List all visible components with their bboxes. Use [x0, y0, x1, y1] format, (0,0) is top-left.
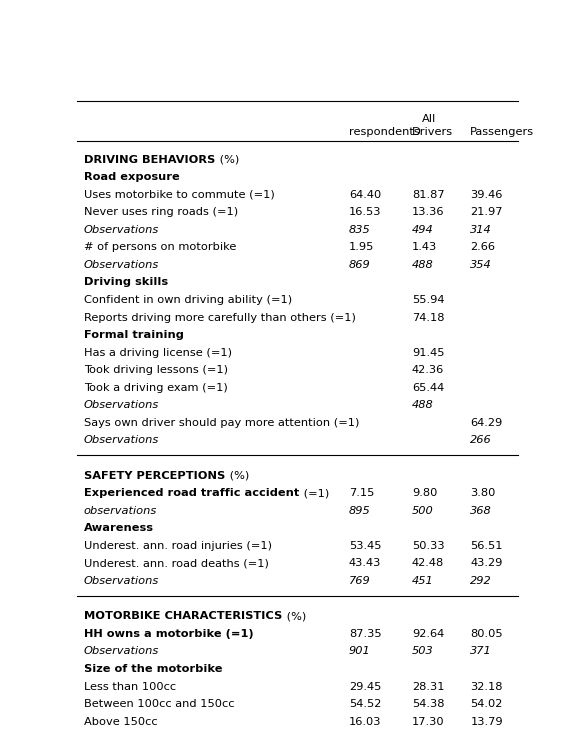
Text: 74.18: 74.18 [412, 313, 444, 322]
Text: 32.18: 32.18 [470, 682, 503, 691]
Text: 64.29: 64.29 [470, 418, 502, 428]
Text: 488: 488 [412, 400, 434, 410]
Text: Observations: Observations [84, 576, 159, 586]
Text: 39.46: 39.46 [470, 190, 503, 200]
Text: Took driving lessons (=1): Took driving lessons (=1) [84, 365, 228, 375]
Text: (%): (%) [284, 611, 307, 622]
Text: 895: 895 [349, 506, 371, 516]
Text: Confident in own driving ability (=1): Confident in own driving ability (=1) [84, 295, 292, 305]
Text: HH owns a motorbike (=1): HH owns a motorbike (=1) [84, 629, 253, 639]
Text: 488: 488 [412, 260, 434, 270]
Text: Observations: Observations [84, 260, 159, 270]
Text: 42.36: 42.36 [412, 365, 444, 375]
Text: Formal training: Formal training [84, 330, 184, 340]
Text: 1.43: 1.43 [412, 242, 437, 252]
Text: Says own driver should pay more attention (=1): Says own driver should pay more attentio… [84, 418, 359, 428]
Text: All: All [422, 114, 436, 123]
Text: 835: 835 [349, 225, 371, 235]
Text: 54.52: 54.52 [349, 699, 381, 709]
Text: 16.03: 16.03 [349, 716, 382, 727]
Text: 21.97: 21.97 [470, 208, 503, 217]
Text: Underest. ann. road injuries (=1): Underest. ann. road injuries (=1) [84, 541, 272, 550]
Text: Observations: Observations [84, 647, 159, 656]
Text: 91.45: 91.45 [412, 348, 444, 357]
Text: 43.29: 43.29 [470, 559, 503, 568]
Text: Underest. ann. road deaths (=1): Underest. ann. road deaths (=1) [84, 559, 269, 568]
Text: Above 150cc: Above 150cc [84, 716, 157, 727]
Text: 87.35: 87.35 [349, 629, 382, 639]
Text: 56.51: 56.51 [470, 541, 503, 550]
Text: MOTORBIKE CHARACTERISTICS: MOTORBIKE CHARACTERISTICS [84, 611, 282, 622]
Text: 42.48: 42.48 [412, 559, 444, 568]
Text: 371: 371 [470, 647, 492, 656]
Text: 901: 901 [349, 647, 371, 656]
Text: 2.66: 2.66 [470, 242, 495, 252]
Text: # of persons on motorbike: # of persons on motorbike [84, 242, 236, 252]
Text: Took a driving exam (=1): Took a driving exam (=1) [84, 382, 227, 393]
Text: Has a driving license (=1): Has a driving license (=1) [84, 348, 232, 357]
Text: Passengers: Passengers [470, 127, 534, 137]
Text: 500: 500 [412, 506, 434, 516]
Text: 64.40: 64.40 [349, 190, 381, 200]
Text: 13.79: 13.79 [470, 716, 503, 727]
Text: Never uses ring roads (=1): Never uses ring roads (=1) [84, 208, 238, 217]
Text: 13.36: 13.36 [412, 208, 444, 217]
Text: Reports driving more carefully than others (=1): Reports driving more carefully than othe… [84, 313, 356, 322]
Text: (%): (%) [226, 470, 249, 481]
Text: 53.45: 53.45 [349, 541, 382, 550]
Text: 3.80: 3.80 [470, 488, 496, 498]
Text: (=1): (=1) [300, 488, 329, 498]
Text: 769: 769 [349, 576, 371, 586]
Text: 80.05: 80.05 [470, 629, 503, 639]
Text: SAFETY PERCEPTIONS: SAFETY PERCEPTIONS [84, 470, 225, 481]
Text: Road exposure: Road exposure [84, 172, 179, 182]
Text: Observations: Observations [84, 435, 159, 445]
Text: 28.31: 28.31 [412, 682, 444, 691]
Text: 503: 503 [412, 647, 434, 656]
Text: Awareness: Awareness [84, 523, 154, 534]
Text: 869: 869 [349, 260, 371, 270]
Text: 81.87: 81.87 [412, 190, 444, 200]
Text: 7.15: 7.15 [349, 488, 374, 498]
Text: 9.80: 9.80 [412, 488, 437, 498]
Text: Drivers: Drivers [412, 127, 453, 137]
Text: 266: 266 [470, 435, 492, 445]
Text: 17.30: 17.30 [412, 716, 444, 727]
Text: 494: 494 [412, 225, 434, 235]
Text: 1.95: 1.95 [349, 242, 374, 252]
Text: 55.94: 55.94 [412, 295, 444, 305]
Text: Between 100cc and 150cc: Between 100cc and 150cc [84, 699, 234, 709]
Text: 368: 368 [470, 506, 492, 516]
Text: 50.33: 50.33 [412, 541, 444, 550]
Text: 92.64: 92.64 [412, 629, 444, 639]
Text: 354: 354 [470, 260, 492, 270]
Text: Size of the motorbike: Size of the motorbike [84, 664, 222, 674]
Text: 54.38: 54.38 [412, 699, 444, 709]
Text: (%): (%) [216, 155, 240, 165]
Text: 314: 314 [470, 225, 492, 235]
Text: Driving skills: Driving skills [84, 277, 168, 288]
Text: 54.02: 54.02 [470, 699, 503, 709]
Text: Uses motorbike to commute (=1): Uses motorbike to commute (=1) [84, 190, 274, 200]
Text: Observations: Observations [84, 400, 159, 410]
Text: 292: 292 [470, 576, 492, 586]
Text: 65.44: 65.44 [412, 382, 444, 393]
Text: 29.45: 29.45 [349, 682, 381, 691]
Text: 16.53: 16.53 [349, 208, 382, 217]
Text: Experienced road traffic accident: Experienced road traffic accident [84, 488, 299, 498]
Text: DRIVING BEHAVIORS: DRIVING BEHAVIORS [84, 155, 215, 165]
Text: 43.43: 43.43 [349, 559, 381, 568]
Text: 451: 451 [412, 576, 434, 586]
Text: Observations: Observations [84, 225, 159, 235]
Text: respondents: respondents [349, 127, 420, 137]
Text: observations: observations [84, 506, 157, 516]
Text: Less than 100cc: Less than 100cc [84, 682, 176, 691]
